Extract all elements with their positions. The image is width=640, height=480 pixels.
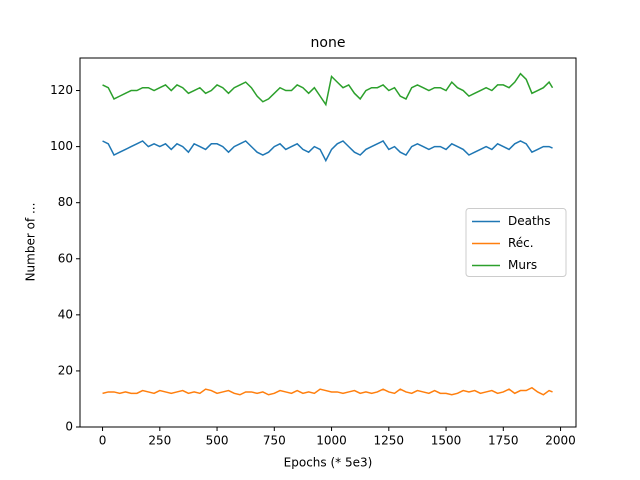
legend-label: Réc. bbox=[508, 236, 534, 250]
x-axis-label: Epochs (* 5e3) bbox=[284, 456, 373, 470]
series-line bbox=[102, 72, 554, 107]
legend-label: Murs bbox=[508, 258, 537, 272]
x-tick-label: 750 bbox=[263, 434, 286, 448]
legend-label: Deaths bbox=[508, 214, 551, 228]
x-tick-label: 1000 bbox=[316, 434, 347, 448]
y-tick-label: 80 bbox=[58, 195, 73, 209]
series-line bbox=[102, 386, 553, 396]
y-axis-label: Number of ... bbox=[24, 203, 38, 282]
y-tick-label: 60 bbox=[58, 251, 73, 265]
legend: Deaths Réc. Murs bbox=[465, 208, 567, 277]
plot-frame bbox=[79, 57, 577, 428]
x-tick-label: 1750 bbox=[488, 434, 519, 448]
x-tick-label: 500 bbox=[206, 434, 229, 448]
series-line bbox=[102, 140, 553, 163]
x-tick-label: 0 bbox=[99, 434, 107, 448]
x-tick-label: 250 bbox=[148, 434, 171, 448]
x-tick-label: 2000 bbox=[545, 434, 576, 448]
y-tick-label: 0 bbox=[65, 420, 73, 434]
chart-title: none bbox=[311, 35, 346, 51]
y-tick-label: 40 bbox=[58, 307, 73, 321]
x-tick-label: 1500 bbox=[431, 434, 462, 448]
y-tick-label: 20 bbox=[58, 363, 73, 377]
x-tick-label: 1250 bbox=[374, 434, 405, 448]
y-tick-label: 120 bbox=[50, 83, 73, 97]
y-tick-label: 100 bbox=[50, 139, 73, 153]
legend-box bbox=[465, 208, 567, 277]
